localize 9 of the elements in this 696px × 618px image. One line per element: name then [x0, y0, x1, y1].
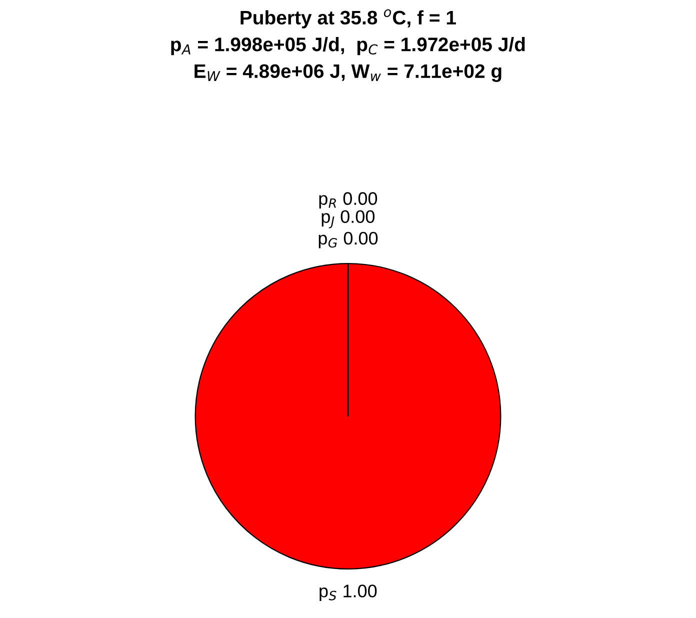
text: 0.00	[343, 192, 378, 205]
category-label: p$_{R}$	[319, 195, 336, 209]
category-label: p$_{J}$	[322, 213, 334, 228]
slice-label: p$_{S}$	[320, 587, 336, 601]
text: 0.00	[344, 232, 378, 245]
text: 0.00	[340, 210, 375, 223]
category-label: p$_{G}$	[318, 234, 338, 248]
data-label: 1.00	[344, 584, 377, 598]
chart-title: Puberty at 35.8 $^{o}$C, f = 1 p$_{A}$ = 1.998e+05 J/d, p$_{C}$ = 1.972e+05 J/d E$_{W}$ = 4.89e+06 J, W$_{w}$ = 7.11e+02 g	[171, 9, 525, 82]
